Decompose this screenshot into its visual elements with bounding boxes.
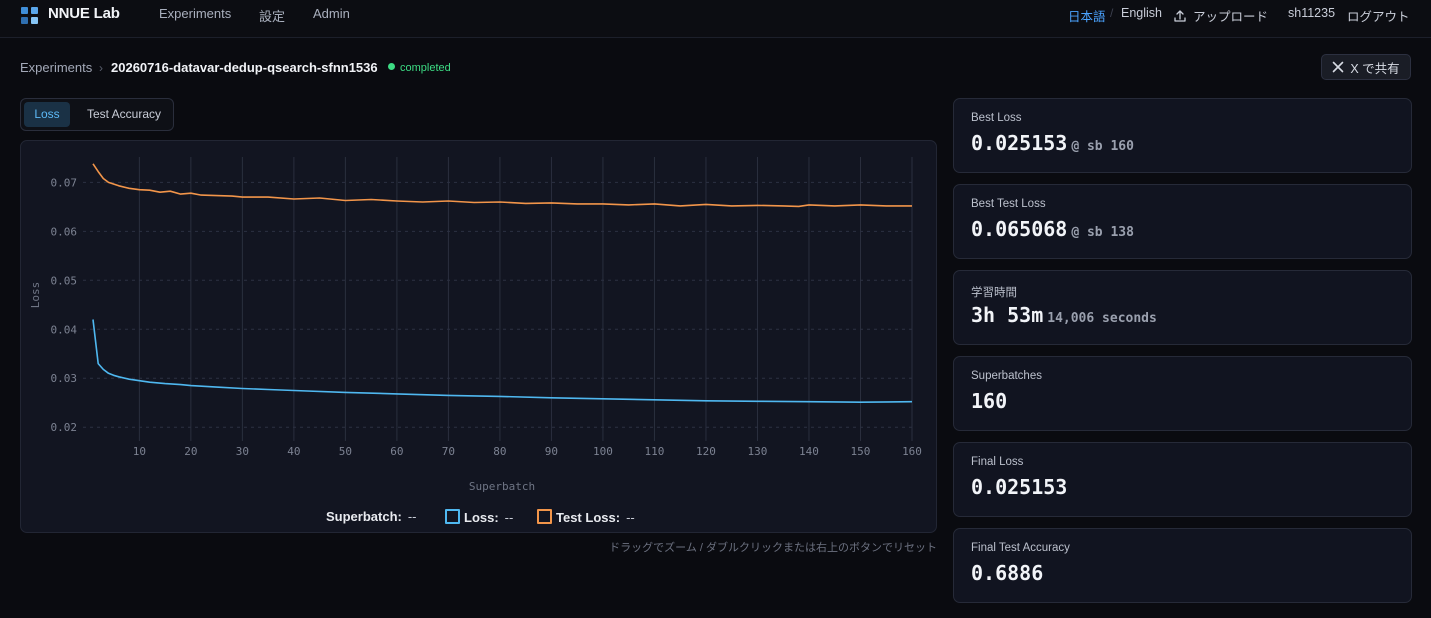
- stat-value-text: 0.6886: [971, 561, 1044, 585]
- y-axis-label: Loss: [29, 282, 42, 309]
- stat-final-test-accuracy: Final Test Accuracy 0.6886: [953, 528, 1412, 603]
- x-tick-label: 100: [593, 445, 613, 458]
- x-tick-label: 40: [287, 445, 300, 458]
- logo-square-3: [21, 17, 28, 24]
- zoom-hint: ドラッグでズーム / ダブルクリックまたは右上のボタンでリセット: [609, 542, 937, 554]
- x-tick-label: 110: [645, 445, 665, 458]
- stat-value: 0.025153 @ sb 160: [971, 131, 1134, 155]
- upload-label: アップロード: [1193, 10, 1269, 24]
- nav-experiments[interactable]: Experiments: [159, 6, 232, 21]
- share-label: X で共有: [1350, 61, 1400, 76]
- legend-superbatch-value: --: [407, 509, 417, 524]
- logo-square-1: [21, 7, 28, 14]
- stat-label: Best Loss: [971, 112, 1022, 124]
- legend-superbatch-label: Superbatch:: [326, 509, 402, 524]
- stat-value-text: 0.025153: [971, 475, 1068, 499]
- stat-best-loss: Best Loss 0.025153 @ sb 160: [953, 98, 1412, 173]
- stat-training-time: 学習時間 3h 53m 14,006 seconds: [953, 270, 1412, 345]
- legend-superbatch: Superbatch: --: [326, 509, 417, 524]
- y-tick-label: 0.06: [51, 225, 78, 238]
- test-loss-series-line: [92, 163, 912, 208]
- legend-loss: Loss: --: [445, 509, 513, 525]
- x-tick-label: 90: [545, 445, 558, 458]
- stat-final-loss: Final Loss 0.025153: [953, 442, 1412, 517]
- upload-icon: [1174, 9, 1186, 22]
- user-name[interactable]: sh11235: [1288, 6, 1336, 20]
- stat-label: Superbatches: [971, 370, 1042, 382]
- stat-value: 0.6886: [971, 561, 1043, 585]
- legend-loss-value: --: [504, 510, 514, 525]
- upload-link[interactable]: アップロード: [1173, 6, 1268, 25]
- x-tick-label: 70: [442, 445, 455, 458]
- stat-value: 0.065068 @ sb 138: [971, 217, 1134, 241]
- loss-series-line: [92, 319, 913, 404]
- x-tick-label: 120: [696, 445, 716, 458]
- x-tick-label: 160: [902, 445, 922, 458]
- x-tick-label: 60: [390, 445, 403, 458]
- legend-test-loss: Test Loss: --: [537, 509, 635, 525]
- stat-value-text: 3h 53m: [971, 303, 1044, 327]
- y-tick-label: 0.03: [51, 372, 78, 385]
- stat-value-text: 160: [971, 389, 1008, 413]
- logo-square-2: [31, 7, 38, 14]
- test-loss-swatch-icon: [537, 509, 552, 524]
- nnue-logo-icon[interactable]: [21, 7, 39, 25]
- stat-value: 0.025153: [971, 475, 1067, 499]
- loss-swatch-icon: [445, 509, 460, 524]
- loss-chart[interactable]: 10 20 30 40 50 60 70 80 90 100 110 120 130 140 150 160 0…: [21, 141, 937, 533]
- brand-name[interactable]: NNUE Lab: [48, 5, 120, 22]
- lang-japanese[interactable]: 日本語: [1068, 10, 1106, 24]
- x-tick-label: 10: [133, 445, 146, 458]
- lang-separator: /: [1110, 6, 1114, 20]
- loss-chart-panel[interactable]: 10 20 30 40 50 60 70 80 90 100 110 120 130 140 150 160 0…: [20, 140, 937, 533]
- y-tick-label: 0.05: [51, 274, 78, 287]
- nav-settings[interactable]: 設定: [259, 9, 286, 24]
- logout-link[interactable]: ログアウト: [1347, 10, 1410, 24]
- nav-admin[interactable]: Admin: [313, 6, 350, 21]
- x-tick-label: 140: [799, 445, 819, 458]
- y-tick-label: 0.04: [51, 323, 78, 336]
- x-tick-label: 20: [184, 445, 197, 458]
- stat-value: 3h 53m 14,006 seconds: [971, 303, 1157, 327]
- x-axis-label: Superbatch: [469, 480, 535, 493]
- chart-tabs: Loss Test Accuracy: [20, 98, 174, 131]
- y-tick-label: 0.07: [51, 176, 78, 189]
- stat-sub: 14,006 seconds: [1047, 311, 1157, 326]
- legend-test-loss-label: Test Loss:: [556, 510, 621, 525]
- stat-label: Best Test Loss: [971, 198, 1046, 210]
- status-dot-icon: [388, 63, 395, 70]
- breadcrumb-experiments[interactable]: Experiments: [20, 60, 93, 75]
- tab-loss[interactable]: Loss: [24, 102, 70, 127]
- y-tick-label: 0.02: [51, 421, 78, 434]
- stat-label: 学習時間: [971, 287, 1017, 299]
- stat-label: Final Test Accuracy: [971, 542, 1070, 554]
- stat-label: Final Loss: [971, 456, 1024, 468]
- stat-superbatches: Superbatches 160: [953, 356, 1412, 431]
- logo-square-4: [31, 17, 38, 24]
- stat-sub: @ sb 138: [1071, 225, 1134, 240]
- stat-value-text: 0.065068: [971, 217, 1068, 241]
- stat-value: 160: [971, 389, 1007, 413]
- legend-test-loss-value: --: [626, 510, 635, 525]
- tab-test-accuracy[interactable]: Test Accuracy: [86, 107, 162, 121]
- lang-english[interactable]: English: [1121, 6, 1162, 20]
- x-logo-icon: [1333, 61, 1344, 73]
- experiment-title: 20260716-datavar-dedup-qsearch-sfnn1536: [111, 60, 378, 75]
- share-on-x-button[interactable]: X で共有: [1321, 54, 1411, 80]
- stat-best-test-loss: Best Test Loss 0.065068 @ sb 138: [953, 184, 1412, 259]
- x-tick-label: 50: [339, 445, 352, 458]
- status-badge: completed: [388, 62, 451, 74]
- x-tick-label: 30: [236, 445, 249, 458]
- x-tick-label: 130: [748, 445, 768, 458]
- legend-loss-label: Loss:: [464, 510, 499, 525]
- x-tick-label: 80: [493, 445, 506, 458]
- stat-value-text: 0.025153: [971, 131, 1068, 155]
- top-navigation: NNUE Lab Experiments 設定 Admin 日本語 / Engl…: [0, 0, 1431, 38]
- x-tick-label: 150: [851, 445, 871, 458]
- breadcrumb-separator: ›: [99, 61, 103, 75]
- status-label: completed: [400, 62, 451, 74]
- stat-sub: @ sb 160: [1071, 139, 1134, 154]
